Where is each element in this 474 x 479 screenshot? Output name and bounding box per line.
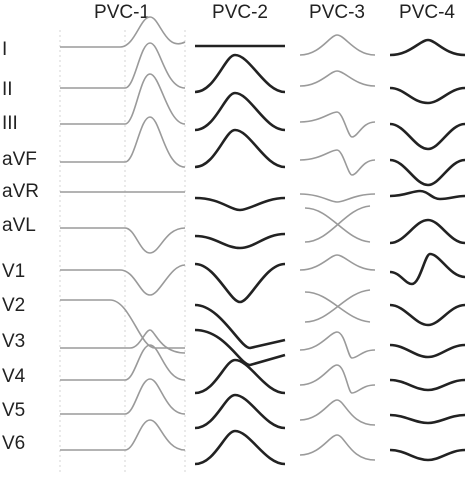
trace	[299, 364, 376, 394]
trace	[60, 344, 186, 381]
trace	[60, 42, 186, 89]
lead-label: V6	[2, 433, 25, 454]
lead-label: III	[2, 113, 18, 134]
pvc-3-traces	[299, 34, 376, 461]
trace	[299, 434, 376, 461]
trace	[60, 329, 186, 354]
trace	[60, 419, 186, 451]
trace	[299, 331, 376, 359]
column-header: PVC-4	[399, 2, 455, 23]
trace	[194, 91, 286, 132]
grid	[59, 30, 186, 474]
trace	[389, 448, 466, 462]
lead-label: II	[2, 79, 13, 100]
lead-label: aVF	[2, 149, 37, 170]
trace	[194, 393, 286, 430]
column-header: PVC-2	[212, 2, 268, 23]
trace	[389, 343, 466, 359]
trace	[60, 16, 186, 48]
trace	[304, 205, 371, 243]
trace	[60, 378, 186, 415]
column-header: PVC-3	[309, 2, 365, 23]
trace	[389, 122, 466, 151]
trace	[299, 149, 376, 176]
trace	[389, 252, 466, 286]
trace	[389, 218, 466, 245]
trace	[299, 34, 376, 56]
trace	[299, 111, 376, 138]
lead-label: V4	[2, 366, 26, 387]
trace	[299, 254, 376, 271]
lead-label: V2	[2, 295, 25, 316]
trace	[194, 232, 286, 250]
pvc-2-traces	[194, 44, 286, 466]
trace	[60, 116, 186, 168]
trace	[389, 158, 466, 187]
pvc-4-traces	[389, 38, 466, 462]
trace	[304, 289, 371, 323]
trace	[194, 53, 286, 94]
trace	[389, 189, 466, 201]
trace	[60, 299, 185, 349]
lead-label: aVR	[2, 181, 39, 202]
trace	[194, 328, 286, 367]
trace	[389, 413, 466, 425]
trace	[194, 358, 286, 395]
trace	[60, 227, 186, 254]
lead-label: I	[2, 39, 7, 60]
lead-label: V5	[2, 400, 25, 421]
trace	[194, 196, 286, 212]
lead-label: V1	[2, 261, 25, 282]
trace	[389, 86, 466, 105]
trace	[60, 73, 186, 125]
trace	[389, 303, 466, 327]
trace	[389, 38, 466, 57]
trace	[194, 303, 286, 350]
pvc-1-traces	[60, 16, 186, 451]
trace	[389, 378, 466, 392]
trace	[194, 262, 286, 304]
trace	[194, 128, 286, 169]
trace	[299, 399, 376, 426]
lead-label: aVL	[2, 215, 36, 236]
lead-label: V3	[2, 331, 25, 352]
trace	[299, 193, 376, 203]
trace	[194, 429, 286, 466]
trace	[299, 70, 376, 87]
column-header: PVC-1	[94, 2, 150, 23]
trace	[60, 264, 186, 296]
